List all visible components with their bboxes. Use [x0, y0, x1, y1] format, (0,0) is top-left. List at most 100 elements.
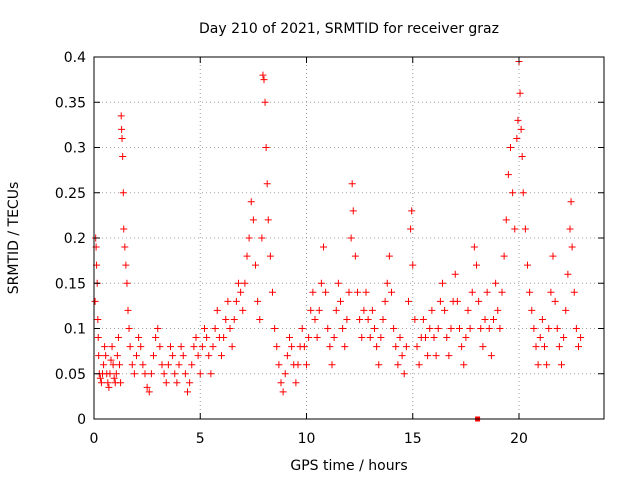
data-point-marker: [502, 216, 510, 224]
data-point-marker: [514, 116, 522, 124]
data-point-marker: [326, 343, 334, 351]
data-point-marker: [188, 361, 196, 369]
data-point-marker: [345, 288, 353, 296]
data-point-marker: [91, 297, 99, 305]
data-point-marker: [249, 216, 257, 224]
data-point-marker: [567, 198, 575, 206]
data-point-marker: [245, 234, 253, 242]
data-point-marker: [348, 180, 356, 188]
data-point-marker: [256, 315, 264, 323]
data-point-marker: [114, 334, 122, 342]
data-point-marker: [347, 234, 355, 242]
data-point-marker: [135, 334, 143, 342]
data-point-marker: [388, 288, 395, 296]
data-point-marker: [530, 325, 538, 332]
data-point-marker: [147, 370, 155, 378]
data-point-marker: [150, 352, 157, 360]
data-point-marker: [398, 352, 406, 360]
data-point-marker: [392, 343, 400, 351]
data-point-marker: [364, 315, 372, 323]
data-point-marker: [173, 379, 181, 387]
data-point-marker: [528, 306, 536, 314]
x-tick-label: 10: [298, 431, 316, 447]
data-point-marker: [263, 180, 271, 188]
data-point-marker: [572, 325, 580, 332]
data-point-marker: [485, 325, 493, 332]
data-point-marker: [519, 189, 527, 197]
data-point-marker: [117, 379, 125, 387]
data-point-marker: [118, 125, 126, 133]
data-point-marker: [424, 352, 432, 360]
data-point-marker: [375, 361, 383, 369]
data-point-marker: [307, 306, 315, 314]
data-point-marker: [279, 388, 287, 396]
data-point-marker: [121, 243, 129, 251]
data-point-marker: [377, 334, 385, 342]
data-point-marker: [492, 279, 500, 287]
data-point-marker: [298, 325, 306, 332]
data-point-marker: [286, 334, 293, 342]
data-point-marker: [507, 144, 514, 151]
data-point-marker: [235, 279, 242, 287]
data-point-marker: [283, 352, 291, 360]
data-point-marker: [169, 352, 177, 360]
x-tick-label: 20: [510, 431, 528, 447]
data-point-marker: [243, 252, 251, 260]
data-point-marker: [408, 207, 416, 215]
data-point-marker: [133, 352, 140, 360]
data-point-marker: [277, 379, 285, 387]
data-point-marker: [532, 343, 540, 351]
data-point-marker: [220, 334, 228, 342]
data-point-marker: [545, 325, 553, 332]
data-point-marker: [426, 325, 434, 332]
data-point-marker: [196, 370, 204, 378]
data-point-marker: [524, 261, 531, 269]
data-point-marker: [536, 334, 544, 342]
data-point-marker: [177, 343, 185, 351]
data-point-marker: [113, 352, 121, 360]
data-point-marker: [123, 279, 131, 287]
data-point-marker: [568, 243, 576, 251]
data-point-marker: [428, 306, 436, 314]
data-point-marker: [439, 279, 446, 287]
data-point-marker: [160, 370, 168, 378]
data-point-marker: [95, 352, 103, 360]
grid-lines: [94, 57, 604, 419]
data-point-marker: [239, 306, 247, 314]
data-point-marker: [120, 225, 128, 233]
data-point-marker: [102, 352, 110, 360]
data-point-marker: [305, 334, 313, 342]
data-point-marker: [112, 370, 120, 378]
data-point-marker: [464, 306, 472, 314]
x-tick-labels: 0 5 10 15 20: [90, 431, 528, 447]
data-point-marker: [460, 361, 468, 369]
data-point-marker: [273, 343, 281, 351]
data-point-marker: [553, 325, 561, 332]
data-point-marker: [430, 334, 438, 342]
x-tick-label: 5: [196, 431, 205, 447]
data-point-marker: [205, 352, 213, 360]
data-point-marker: [224, 297, 232, 305]
data-point-marker: [500, 252, 508, 260]
data-point-marker: [213, 306, 221, 314]
data-point-marker: [101, 343, 109, 351]
data-point-marker: [354, 288, 361, 296]
data-point-marker: [107, 356, 115, 364]
data-point-marker: [577, 334, 585, 342]
data-point-marker: [232, 297, 240, 305]
data-point-marker: [521, 225, 529, 233]
data-point-marker: [543, 361, 551, 369]
data-point-marker: [288, 343, 296, 351]
data-point-marker: [252, 261, 259, 269]
data-point-marker: [373, 343, 381, 351]
data-point-marker: [368, 306, 376, 314]
y-tick-label: 0.1: [64, 322, 86, 338]
data-point-marker: [313, 334, 321, 342]
data-point-marker: [526, 288, 534, 296]
data-point-marker: [564, 270, 572, 278]
y-tick-label: 0.3: [64, 141, 86, 157]
data-point-marker: [105, 383, 113, 391]
data-point-marker: [419, 315, 427, 323]
data-point-marker: [534, 361, 542, 369]
data-point-marker: [390, 325, 398, 332]
